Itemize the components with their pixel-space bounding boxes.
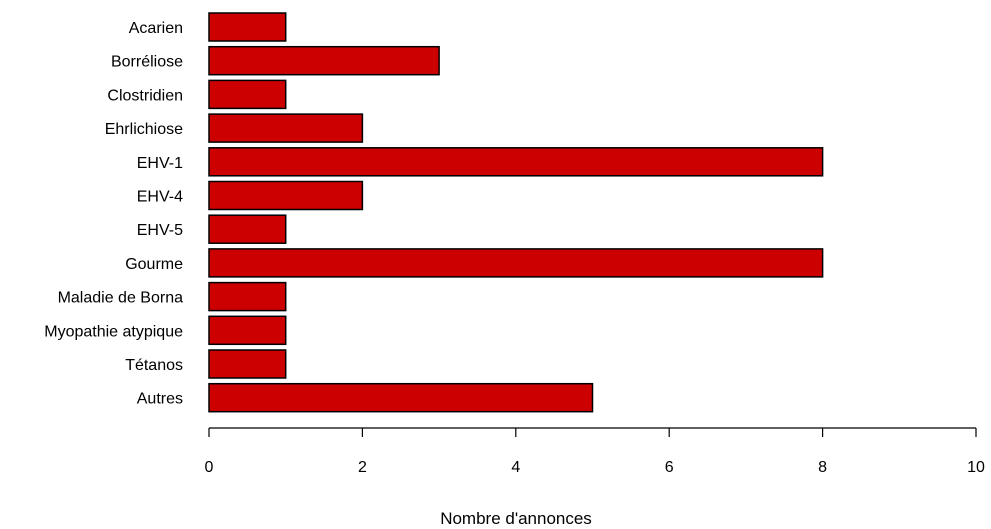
category-label: Autres <box>137 391 183 408</box>
bar <box>208 349 287 379</box>
bars <box>208 12 824 413</box>
bar <box>208 281 287 312</box>
category-labels: Acarien Borréliose Clostridien Ehrlichiose E… <box>44 20 183 408</box>
x-tick-label: 6 <box>665 459 674 476</box>
x-tick-label: 8 <box>818 459 827 476</box>
category-label: Gourme <box>125 256 183 273</box>
category-label: Clostridien <box>107 87 183 104</box>
bar <box>208 147 824 177</box>
category-label: Tétanos <box>125 357 183 374</box>
category-label: Acarien <box>129 20 183 37</box>
bar <box>208 382 594 413</box>
bar <box>208 315 287 346</box>
x-tick-label: 10 <box>967 459 985 476</box>
bar <box>208 113 364 143</box>
bar <box>208 180 364 211</box>
bar <box>208 45 440 76</box>
category-label: Borréliose <box>111 54 183 71</box>
bar <box>208 79 287 110</box>
category-label: Ehrlichiose <box>105 121 183 138</box>
category-label: Myopathie atypique <box>44 323 183 340</box>
x-tick-label: 4 <box>511 459 520 476</box>
category-label: EHV-1 <box>137 155 183 172</box>
bar <box>208 248 824 278</box>
category-label: Maladie de Borna <box>58 290 184 307</box>
category-label: EHV-5 <box>137 222 183 239</box>
x-tick-label: 2 <box>358 459 367 476</box>
bar <box>208 214 287 244</box>
x-axis: 0 2 4 6 8 10 <box>205 427 985 476</box>
category-label: EHV-4 <box>137 189 183 206</box>
x-tick-label: 0 <box>205 459 214 476</box>
x-axis-title: Nombre d'annonces <box>440 509 592 528</box>
bar <box>208 12 287 42</box>
